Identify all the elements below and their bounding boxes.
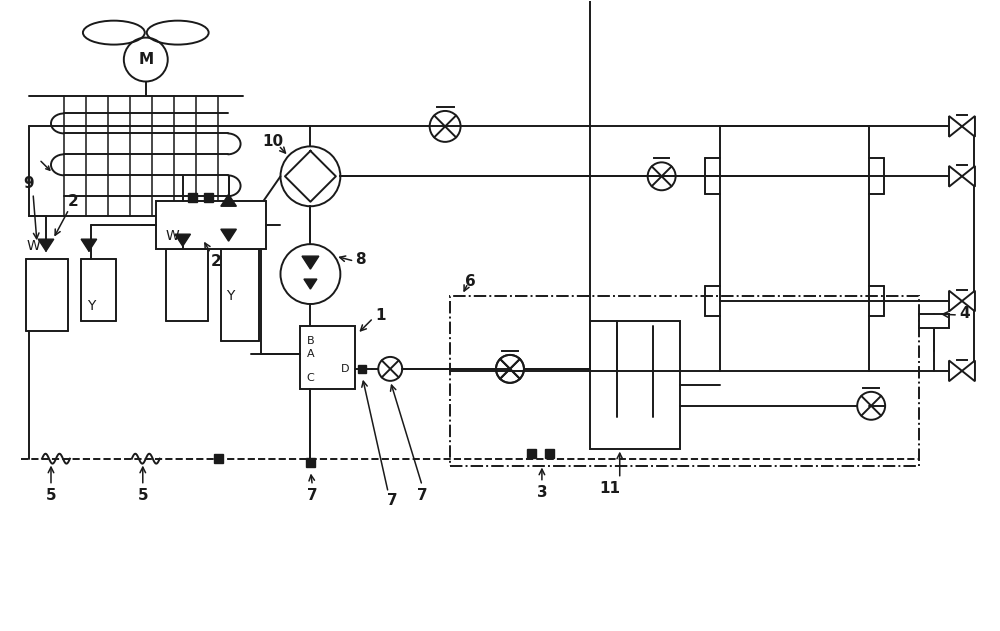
Polygon shape bbox=[949, 116, 962, 137]
Polygon shape bbox=[221, 194, 236, 206]
Polygon shape bbox=[38, 239, 54, 251]
Polygon shape bbox=[962, 291, 975, 312]
Text: 2: 2 bbox=[210, 254, 221, 269]
Polygon shape bbox=[949, 291, 962, 312]
Text: 9: 9 bbox=[24, 176, 34, 191]
Bar bbox=[358, 365, 366, 373]
Text: 8: 8 bbox=[355, 252, 366, 267]
Polygon shape bbox=[962, 360, 975, 381]
Bar bbox=[919, 314, 949, 328]
Text: D: D bbox=[341, 364, 349, 374]
Bar bbox=[306, 458, 315, 467]
Bar bbox=[156, 201, 266, 249]
Text: 11: 11 bbox=[599, 481, 620, 496]
Text: C: C bbox=[306, 373, 314, 383]
Polygon shape bbox=[949, 166, 962, 187]
Bar bbox=[590, 321, 680, 449]
Text: 4: 4 bbox=[959, 305, 970, 321]
Bar bbox=[204, 193, 213, 202]
Text: W: W bbox=[26, 239, 40, 253]
Text: 6: 6 bbox=[465, 274, 476, 288]
Text: 5: 5 bbox=[46, 488, 56, 503]
Polygon shape bbox=[962, 116, 975, 137]
Bar bbox=[545, 449, 554, 458]
Text: M: M bbox=[138, 52, 153, 67]
Polygon shape bbox=[304, 279, 317, 289]
Text: A: A bbox=[306, 349, 314, 359]
Text: Y: Y bbox=[226, 289, 235, 303]
Polygon shape bbox=[962, 166, 975, 187]
Text: 3: 3 bbox=[537, 485, 547, 500]
Bar bbox=[527, 449, 536, 458]
Text: Y: Y bbox=[87, 299, 95, 313]
Text: W: W bbox=[166, 229, 179, 243]
Text: B: B bbox=[306, 336, 314, 346]
Polygon shape bbox=[221, 229, 236, 241]
Bar bbox=[300, 326, 355, 389]
Polygon shape bbox=[302, 256, 319, 269]
Text: 7: 7 bbox=[307, 488, 318, 503]
Text: 5: 5 bbox=[137, 488, 148, 503]
Bar bbox=[450, 296, 919, 466]
Text: 1: 1 bbox=[375, 309, 386, 324]
Polygon shape bbox=[175, 234, 190, 246]
Polygon shape bbox=[81, 239, 97, 251]
Text: 10: 10 bbox=[263, 134, 284, 149]
Text: 7: 7 bbox=[387, 493, 398, 508]
Text: 2: 2 bbox=[68, 194, 78, 209]
Bar bbox=[214, 454, 223, 463]
Bar bbox=[188, 193, 197, 202]
Polygon shape bbox=[949, 360, 962, 381]
Text: 7: 7 bbox=[417, 488, 427, 503]
